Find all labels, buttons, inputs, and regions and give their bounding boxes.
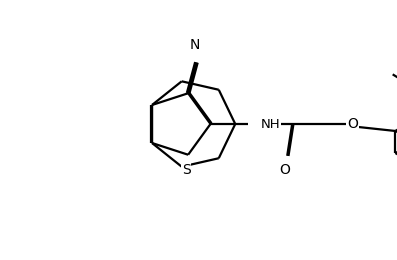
- Text: O: O: [279, 163, 290, 177]
- Text: S: S: [182, 163, 191, 177]
- Text: O: O: [347, 117, 358, 131]
- Text: NH: NH: [260, 118, 280, 131]
- Text: N: N: [189, 38, 200, 52]
